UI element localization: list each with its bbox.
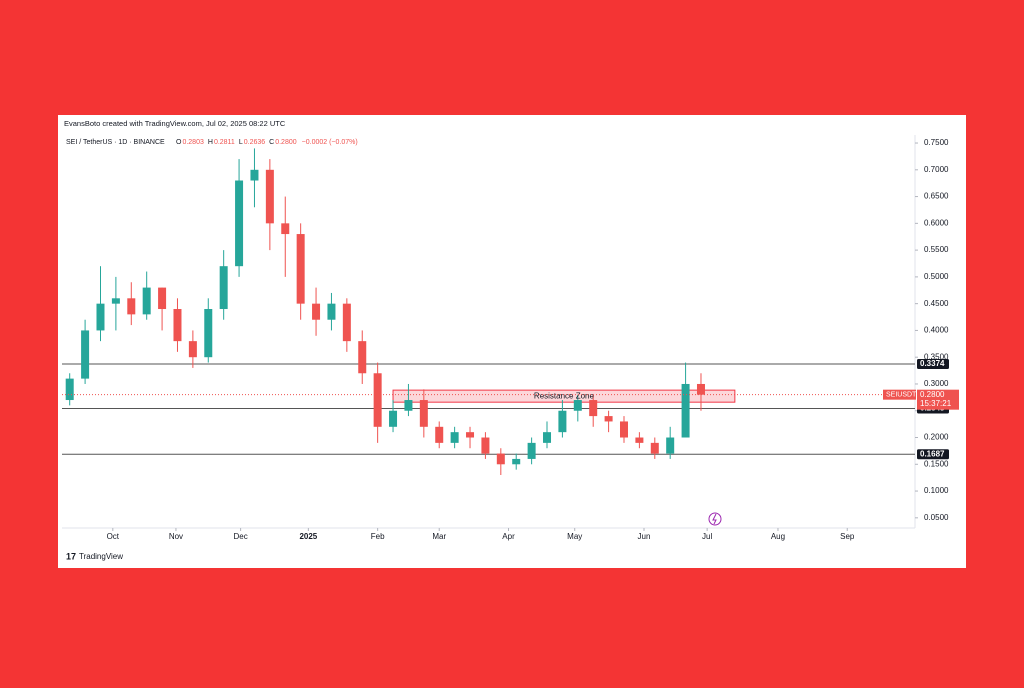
- y-tick-label: 0.1000: [924, 486, 949, 495]
- candle-body: [466, 432, 475, 438]
- y-tick-label: 0.3000: [924, 379, 949, 388]
- candle-body: [450, 432, 459, 443]
- candle-body: [666, 437, 675, 454]
- candle-body: [127, 298, 136, 315]
- symbol-badge: [883, 389, 916, 400]
- x-tick-label: Mar: [432, 532, 446, 541]
- legend-key: L: [239, 139, 243, 146]
- y-tick-label: 0.5000: [924, 272, 949, 281]
- candle-body: [419, 400, 428, 427]
- level-label: 0.3374: [920, 359, 945, 368]
- candle-body: [481, 437, 490, 454]
- x-tick-label: Aug: [771, 532, 785, 541]
- legend-value: −0.0002 (−0.07%): [302, 139, 358, 146]
- brand: TradingView: [79, 552, 123, 561]
- candle-body: [96, 303, 105, 331]
- candle-body: [358, 341, 367, 374]
- event-icon: [712, 513, 717, 525]
- y-tick-label: 0.4500: [924, 299, 949, 308]
- y-tick-label: 0.3500: [924, 352, 949, 361]
- chart-title: SEI / TetherUS · 1D · BINANCE: [66, 139, 165, 146]
- candle-body: [389, 410, 398, 427]
- x-tick-label: Apr: [502, 532, 515, 541]
- candle-body: [265, 169, 274, 224]
- legend-value: 0.2811: [214, 139, 235, 146]
- candle-body: [188, 341, 197, 358]
- candle-body: [173, 309, 182, 342]
- y-tick-label: 0.0500: [924, 513, 949, 522]
- x-tick-label: Jul: [702, 532, 712, 541]
- y-tick-label: 0.7000: [924, 165, 949, 174]
- candle-body: [681, 383, 690, 438]
- candle-body: [558, 410, 567, 433]
- candle-body: [696, 383, 705, 395]
- candle-body: [650, 442, 659, 454]
- y-tick-label: 0.4000: [924, 326, 949, 335]
- candle-body: [81, 330, 90, 379]
- candle-body: [342, 303, 351, 342]
- candle-body: [573, 400, 582, 411]
- candle-body: [65, 378, 74, 401]
- event-icon: [708, 512, 722, 526]
- legend-value: 0.2636: [244, 139, 266, 146]
- credit: EvansBoto created with TradingView.com, …: [64, 119, 286, 128]
- y-tick-label: 0.6000: [924, 218, 949, 227]
- x-tick-label: May: [567, 532, 582, 541]
- x-tick-label: Dec: [233, 532, 247, 541]
- candle-body: [435, 426, 444, 443]
- countdown: 15:37:21: [920, 399, 952, 408]
- x-tick-label: Nov: [169, 532, 183, 541]
- legend-key: H: [208, 139, 213, 146]
- candle-body: [373, 373, 382, 427]
- candle-body: [496, 453, 505, 465]
- legend-key: O: [176, 139, 182, 146]
- x-tick-label: Sep: [840, 532, 855, 541]
- legend-key: C: [269, 139, 274, 146]
- level-badge: [917, 449, 949, 460]
- y-tick-label: 0.1500: [924, 459, 949, 468]
- zone-label: Resistance Zone: [534, 391, 595, 400]
- legend-value: 0.2800: [275, 139, 297, 146]
- y-tick-label: 0.6500: [924, 192, 949, 201]
- candle-body: [296, 234, 305, 304]
- candle-body: [404, 400, 413, 411]
- x-tick-label: 2025: [299, 532, 317, 541]
- level-label: 0.1687: [920, 449, 945, 458]
- candle-body: [619, 421, 628, 438]
- candle-body: [142, 287, 151, 315]
- price-label: 0.2800: [920, 390, 945, 399]
- brand-logo: 17: [66, 551, 76, 561]
- candle-body: [527, 442, 536, 459]
- candle-body: [635, 437, 644, 443]
- candle-body: [604, 416, 613, 422]
- candle-body: [219, 266, 228, 310]
- symbol-label: SEIUSDT: [886, 392, 917, 399]
- candle-body: [589, 400, 598, 417]
- y-tick-label: 0.7500: [924, 138, 949, 147]
- candle-body: [281, 223, 290, 235]
- candle-body: [512, 458, 521, 465]
- candle-body: [235, 180, 244, 267]
- x-tick-label: Jun: [638, 532, 651, 541]
- level-badge: [917, 358, 949, 369]
- candle-body: [543, 432, 552, 443]
- x-tick-label: Oct: [107, 532, 120, 541]
- candle-body: [204, 309, 213, 358]
- x-tick-label: Feb: [371, 532, 385, 541]
- candle-body: [312, 303, 321, 320]
- resistance-zone: [392, 389, 736, 403]
- candle-body: [327, 303, 336, 320]
- candle-body: [250, 169, 259, 181]
- y-tick-label: 0.5500: [924, 245, 949, 254]
- price-badge: [917, 389, 959, 410]
- candle-body: [111, 298, 120, 304]
- y-tick-label: 0.2000: [924, 433, 949, 442]
- candle-body: [158, 287, 167, 310]
- legend-value: 0.2803: [182, 139, 204, 146]
